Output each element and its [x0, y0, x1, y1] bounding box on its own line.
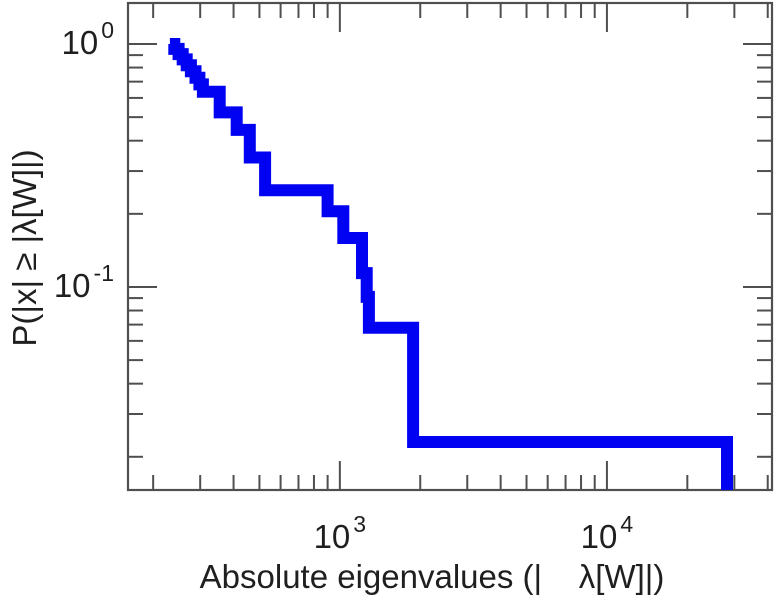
x-tick-label: 10 3	[314, 511, 367, 555]
y-tick-label: 10 0	[61, 17, 114, 61]
ccdf-step-curve	[168, 38, 733, 490]
x-axis-title: Absolute eigenvalues (| λ[W]|)	[200, 558, 665, 595]
x-tick-label: 10 4	[581, 511, 634, 555]
plot-area: 10 3 10 4 10 0 10 -1	[54, 1, 774, 555]
y-tick-label: 10 -1	[54, 260, 114, 304]
plot-border	[126, 1, 774, 492]
y-axis-title: P(|x| ≥ |λ[W]|)	[6, 149, 43, 346]
